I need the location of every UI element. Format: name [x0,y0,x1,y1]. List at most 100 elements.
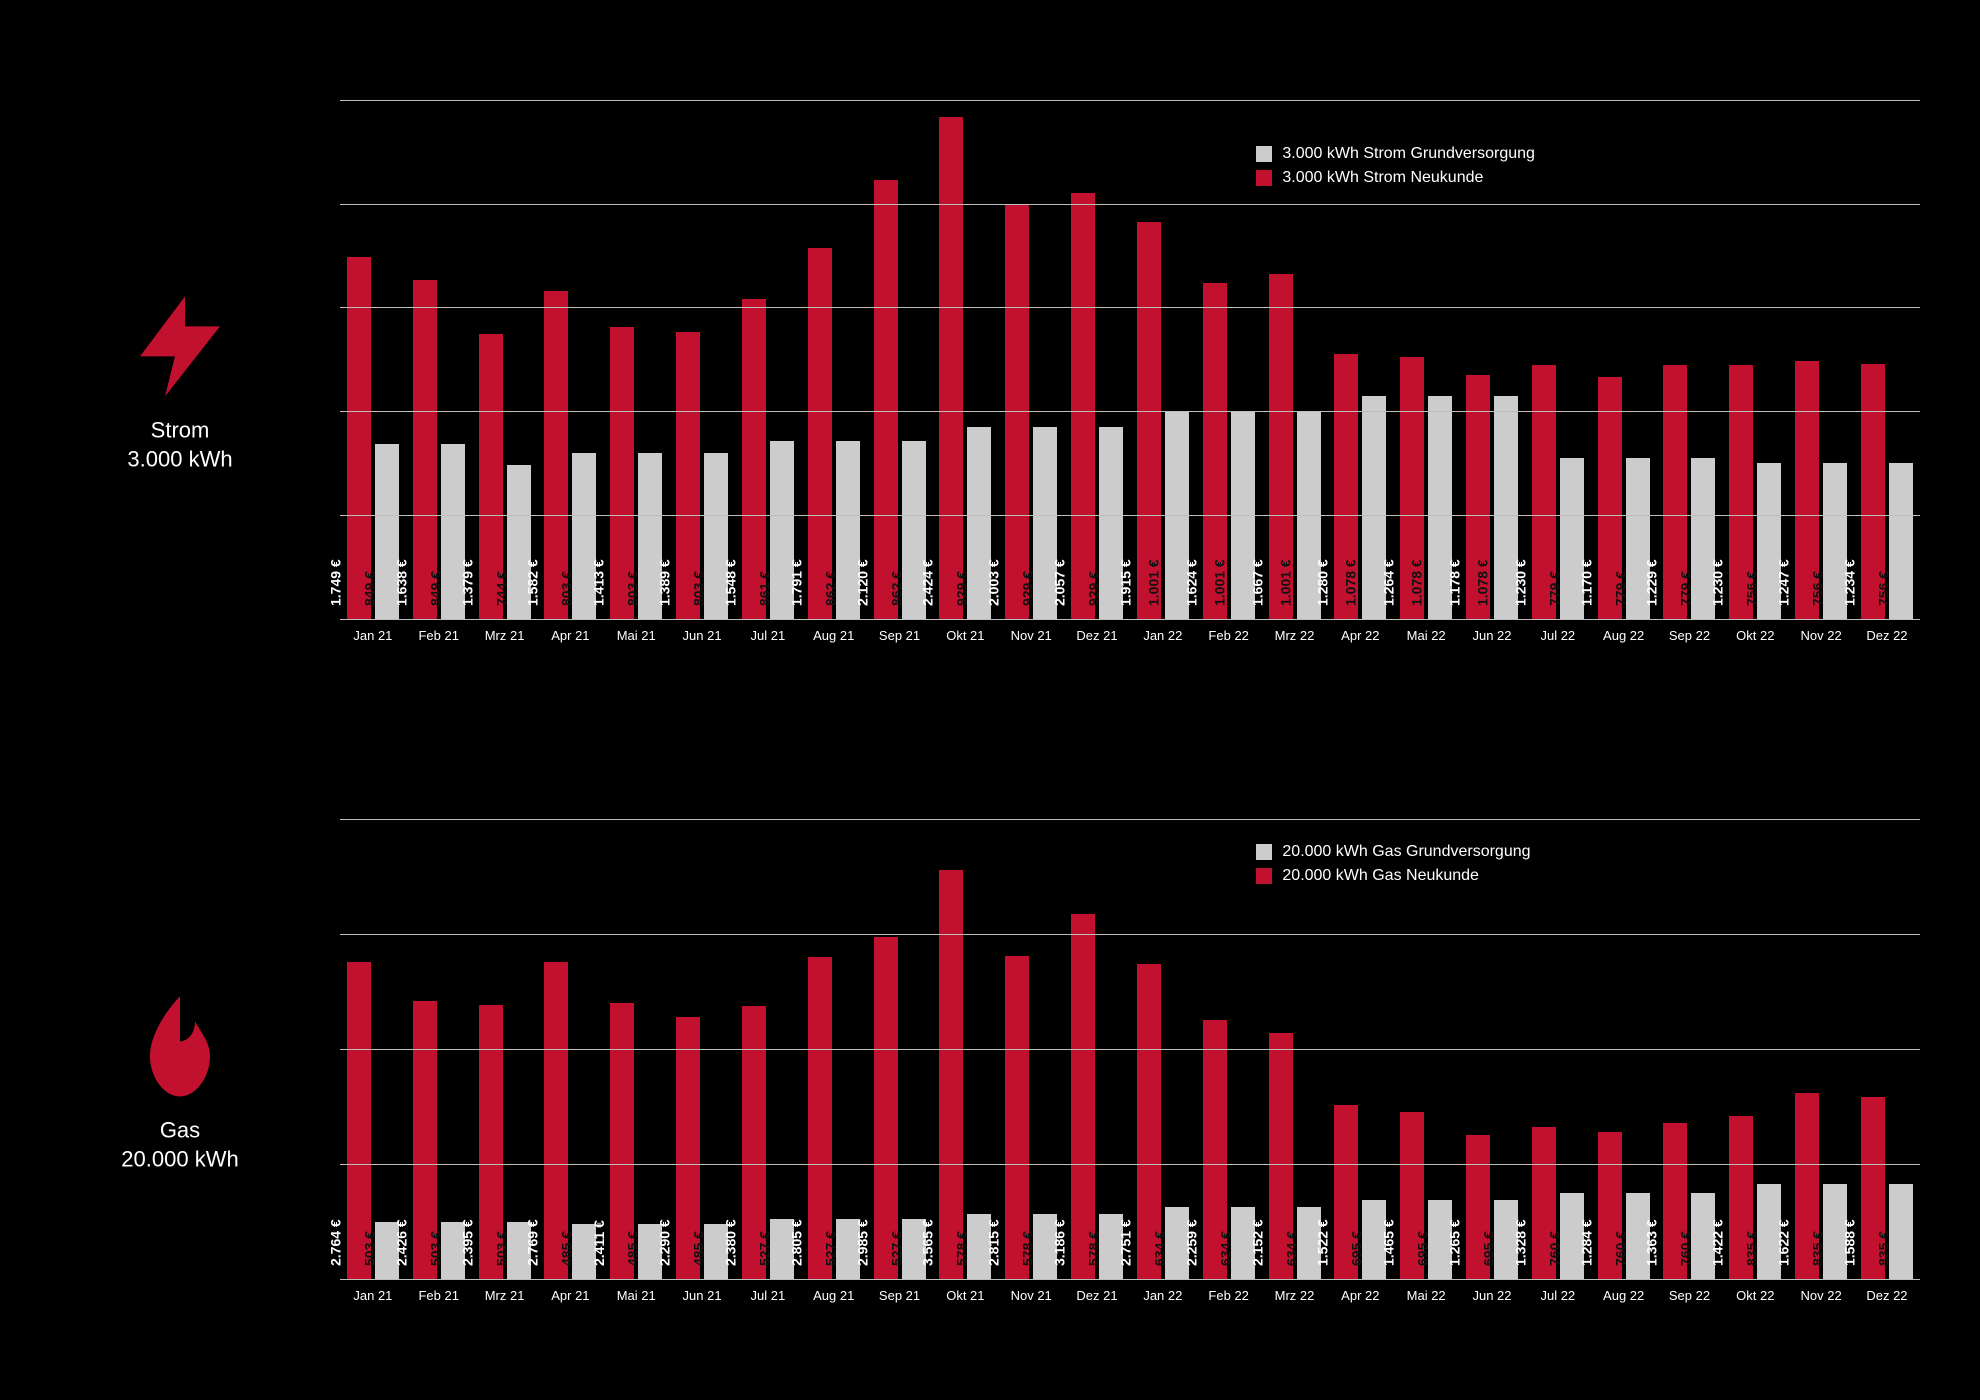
bar-value-b: 1.638 € [393,559,409,606]
bar-value-b: 1.284 € [1578,1219,1594,1266]
grid-line [340,1164,1920,1165]
bar-value-a: 527 € [822,1231,838,1266]
bar-value-b: 1.234 € [1842,559,1858,606]
bar-value-a: 779 € [1612,571,1628,606]
bar-group: 2.424 €929 €Okt 21 [932,80,998,620]
grid-line [340,411,1920,412]
legend-swatch-a [1256,844,1272,860]
bar-value-a: 744 € [493,571,509,606]
x-axis-label: Okt 22 [1736,1288,1774,1303]
x-axis-label: Jan 21 [353,628,392,643]
bar-group: 2.815 €578 €Nov 21 [998,820,1064,1280]
bar-value-b: 2.805 € [788,1219,804,1266]
bar-value-b: 1.170 € [1578,559,1594,606]
x-axis-label: Nov 22 [1801,628,1842,643]
x-axis-label: Okt 21 [946,1288,984,1303]
bar-value-b: 1.588 € [1842,1219,1858,1266]
bar-value-b: 1.265 € [1447,1219,1463,1266]
bar-value-a: 756 € [1810,571,1826,606]
bar-group: 3.186 €578 €Dez 21 [1064,820,1130,1280]
bar-series-a: 835 € [1889,1184,1913,1280]
bar-value-b: 1.178 € [1447,559,1463,606]
x-axis-label: Dez 22 [1866,628,1907,643]
x-axis-label: Dez 22 [1866,1288,1907,1303]
chart-strom-label: Strom 3.000 kWh [60,416,300,473]
bar-value-b: 1.264 € [1381,559,1397,606]
grid-line [340,204,1920,205]
x-axis-label: Mrz 21 [485,1288,525,1303]
bar-value-b: 2.057 € [1052,559,1068,606]
bar-value-b: 1.622 € [1776,1219,1792,1266]
bar-value-a: 485 € [559,1231,575,1266]
bar-value-a: 503 € [493,1231,509,1266]
bar-value-b: 2.395 € [459,1219,475,1266]
bar-value-a: 503 € [361,1231,377,1266]
x-axis-label: Jun 22 [1472,1288,1511,1303]
bar-value-b: 1.230 € [1512,559,1528,606]
bar-value-b: 1.230 € [1710,559,1726,606]
bar-value-b: 2.985 € [854,1219,870,1266]
legend-label-a: 3.000 kWh Strom Grundversorgung [1282,145,1535,163]
bar-value-b: 3.565 € [920,1219,936,1266]
x-axis-label: Sep 22 [1669,628,1710,643]
x-axis-label: Mai 21 [617,628,656,643]
bar-value-b: 2.411 € [591,1220,607,1266]
bar-group: 2.395 €503 €Mrz 21 [472,820,538,1280]
bar-value-b: 1.791 € [788,559,804,606]
bar-value-a: 803 € [691,571,707,606]
chart-strom-label-line2: 3.000 kWh [127,446,232,471]
bar-value-a: 835 € [1875,1231,1891,1266]
chart-gas-plot: 2.764 €503 €Jan 212.426 €503 €Feb 212.39… [340,820,1920,1280]
bar-group: 1.389 €803 €Jun 21 [669,80,735,620]
bar-value-b: 2.815 € [986,1219,1002,1266]
grid-line [340,307,1920,308]
bar-series-b: 3.186 € [1071,914,1095,1280]
bar-value-a: 503 € [427,1231,443,1266]
bar-group: 1.363 €760 €Sep 22 [1657,820,1723,1280]
bar-value-a: 849 € [361,571,377,606]
bar-series-b: 1.791 € [808,248,832,620]
bar-value-a: 527 € [888,1231,904,1266]
bar-value-b: 1.363 € [1644,1219,1660,1266]
grid-line [340,1049,1920,1050]
x-axis-label: Jul 21 [751,628,786,643]
bar-group: 2.290 €485 €Jun 21 [669,820,735,1280]
x-axis-label: Nov 21 [1011,628,1052,643]
x-axis-label: Feb 21 [418,1288,458,1303]
bar-group: 2.764 €503 €Jan 21 [340,820,406,1280]
bar-value-b: 2.769 € [525,1219,541,1266]
bar-group: 1.548 €861 €Jul 21 [735,80,801,620]
x-axis-label: Jun 21 [683,1288,722,1303]
bar-group: 1.413 €803 €Mai 21 [603,80,669,620]
bar-group: 1.247 €756 €Nov 22 [1788,80,1854,620]
legend-row-a: 20.000 kWh Gas Grundversorgung [1256,843,1530,861]
bar-value-a: 760 € [1546,1231,1562,1266]
bar-group: 1.622 €835 €Nov 22 [1788,820,1854,1280]
bar-group: 1.915 €1.001 €Jan 22 [1130,80,1196,620]
legend-label-b: 20.000 kWh Gas Neukunde [1282,867,1479,885]
bar-value-b: 1.229 € [1644,559,1660,606]
flame-icon [60,986,300,1106]
x-axis-label: Feb 22 [1208,628,1248,643]
legend-row-a: 3.000 kWh Strom Grundversorgung [1256,145,1535,163]
x-axis-label: Okt 21 [946,628,984,643]
bar-series-b: 1.749 € [347,257,371,620]
bar-value-b: 2.120 € [854,559,870,606]
x-axis-label: Sep 21 [879,628,920,643]
bar-value-a: 1.078 € [1409,559,1425,606]
chart-gas-label-line1: Gas [160,1117,200,1142]
bar-group: 1.328 €760 €Jul 22 [1525,820,1591,1280]
bar-group: 1.234 €756 €Dez 22 [1854,80,1920,620]
bar-group: 1.638 €849 €Feb 21 [406,80,472,620]
legend-row-b: 20.000 kWh Gas Neukunde [1256,867,1530,885]
x-axis-label: Jun 22 [1472,628,1511,643]
x-axis-label: Mai 22 [1407,1288,1446,1303]
bar-value-a: 756 € [1875,571,1891,606]
chart-strom: Strom 3.000 kWh 1.749 €849 € Jan 21 1.638 … [0,80,1980,680]
x-axis-label: Feb 22 [1208,1288,1248,1303]
x-axis-label: Aug 22 [1603,1288,1644,1303]
bar-value-a: 803 € [625,571,641,606]
x-axis-label: Jul 21 [751,1288,786,1303]
bar-value-a: 1.078 € [1475,559,1491,606]
bar-value-b: 2.003 € [986,559,1002,606]
